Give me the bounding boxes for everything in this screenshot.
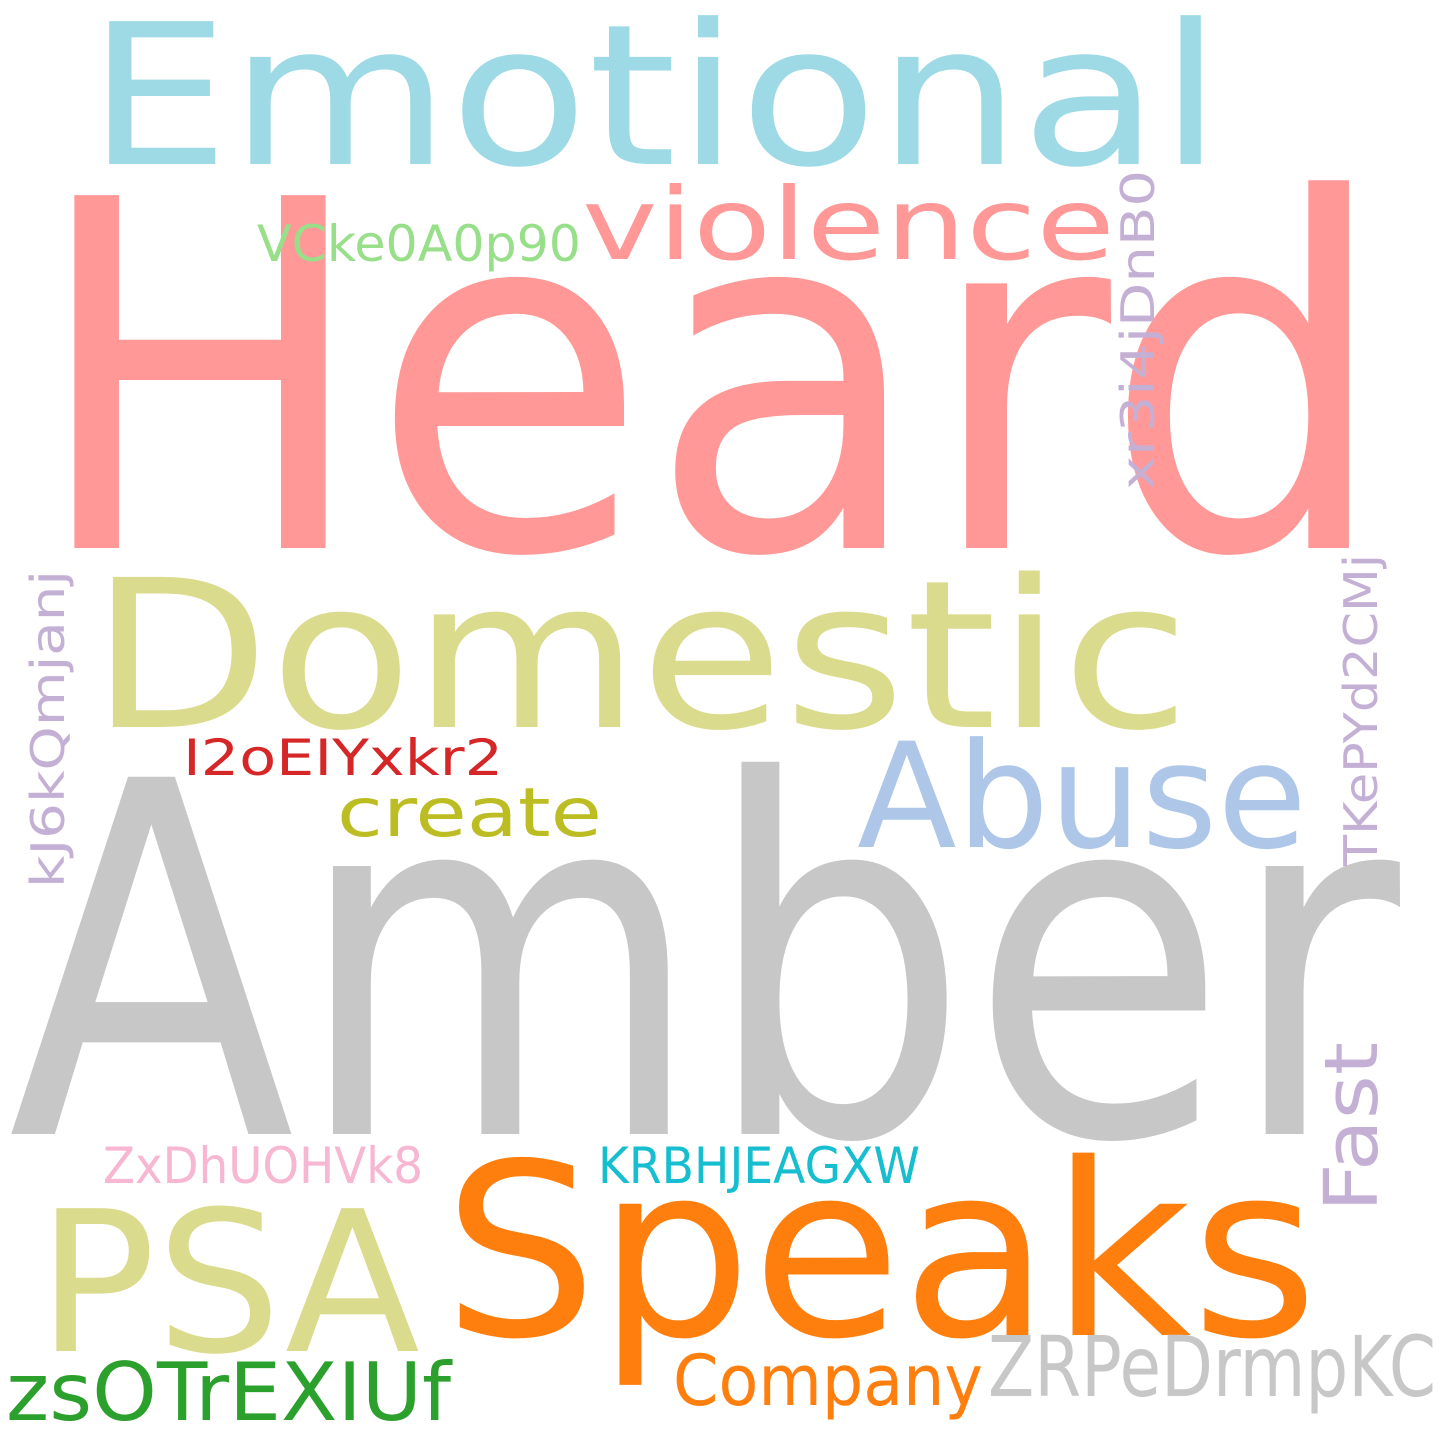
word-zrpedrmpkc: ZRPeDrmpKC — [988, 1318, 1436, 1416]
word-violence: violence — [582, 166, 1115, 283]
word-amber: Amber — [8, 679, 1404, 1250]
word-xr3i4jdnb0: xr3i4jDnB0 — [1111, 170, 1165, 490]
word-tkepyd2cmj: TKePYd2CMj — [1334, 554, 1388, 867]
word-emotional: Emotional — [87, 0, 1222, 211]
word-abuse: Abuse — [857, 712, 1307, 882]
word-speaks: Speaks — [443, 1112, 1318, 1392]
word-kj6kqmjanj: kJ6kQmjanj — [21, 570, 75, 888]
word-heard: Heard — [30, 100, 1390, 663]
word-i2oeiyxkr2: I2oEIYxkr2 — [183, 729, 503, 787]
word-zsotrexiuf: zsOTrEXIUf — [6, 1346, 453, 1439]
word-krbhjeagxw: KRBHJEAGXW — [598, 1137, 920, 1195]
word-psa: PSA — [37, 1170, 420, 1398]
word-create: create — [337, 774, 602, 853]
word-zxdhuohvk8: ZxDhUOHVk8 — [103, 1137, 423, 1195]
word-domestic: Domestic — [90, 536, 1190, 776]
word-fast: Fast — [1309, 1042, 1395, 1212]
word-vcke0a0p90: VCke0A0p90 — [257, 215, 581, 273]
word-company: Company — [673, 1340, 983, 1422]
